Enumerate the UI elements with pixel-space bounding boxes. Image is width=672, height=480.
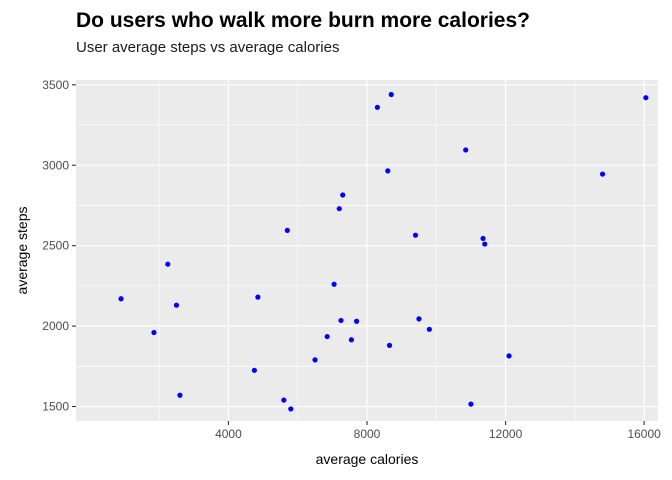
data-point bbox=[338, 317, 344, 324]
y-axis-title: average steps bbox=[14, 207, 30, 295]
x-tick-label: 8000 bbox=[354, 427, 381, 441]
data-point bbox=[480, 235, 486, 242]
data-point bbox=[506, 353, 512, 359]
y-tick-label: 1500 bbox=[42, 400, 69, 414]
data-point bbox=[412, 232, 419, 238]
data-point bbox=[482, 241, 488, 247]
data-point bbox=[388, 91, 394, 98]
data-point bbox=[643, 95, 649, 101]
major-gridlines bbox=[76, 80, 658, 421]
data-point bbox=[118, 296, 124, 302]
data-point bbox=[340, 192, 346, 198]
data-point bbox=[284, 227, 290, 233]
tick-labels: 4000 8000 12000 16000 1500 2000 2500 3000 3500 bbox=[42, 78, 661, 441]
data-point bbox=[324, 333, 330, 340]
data-point bbox=[173, 302, 180, 308]
data-point bbox=[336, 206, 342, 212]
x-tick-label: 4000 bbox=[215, 427, 242, 441]
y-tick-label: 3500 bbox=[42, 78, 69, 92]
data-point bbox=[468, 401, 474, 407]
data-point bbox=[255, 294, 261, 300]
data-point bbox=[251, 367, 258, 373]
data-point bbox=[426, 326, 432, 332]
data-point bbox=[288, 406, 294, 412]
axis-ticks bbox=[72, 84, 645, 425]
data-point bbox=[348, 337, 355, 343]
y-tick-label: 3000 bbox=[42, 158, 69, 172]
data-point bbox=[354, 318, 360, 324]
data-point bbox=[416, 316, 422, 322]
y-tick-label: 2000 bbox=[42, 319, 69, 333]
chart-title: Do users who walk more burn more calorie… bbox=[76, 9, 530, 32]
chart-subtitle: User average steps vs average calories bbox=[76, 39, 340, 56]
data-point bbox=[281, 397, 287, 403]
data-point bbox=[177, 392, 183, 398]
data-point bbox=[463, 147, 469, 153]
data-point bbox=[385, 168, 391, 174]
x-axis-title: average calories bbox=[316, 451, 419, 467]
data-point bbox=[165, 261, 171, 267]
data-point bbox=[151, 329, 157, 336]
data-points bbox=[118, 91, 649, 412]
data-point bbox=[386, 342, 393, 349]
y-tick-label: 2500 bbox=[42, 239, 69, 253]
data-point bbox=[599, 171, 606, 177]
data-point bbox=[331, 281, 337, 287]
x-tick-label: 16000 bbox=[627, 427, 661, 441]
x-tick-label: 12000 bbox=[489, 427, 523, 441]
data-point bbox=[312, 357, 318, 363]
data-point bbox=[374, 104, 380, 110]
